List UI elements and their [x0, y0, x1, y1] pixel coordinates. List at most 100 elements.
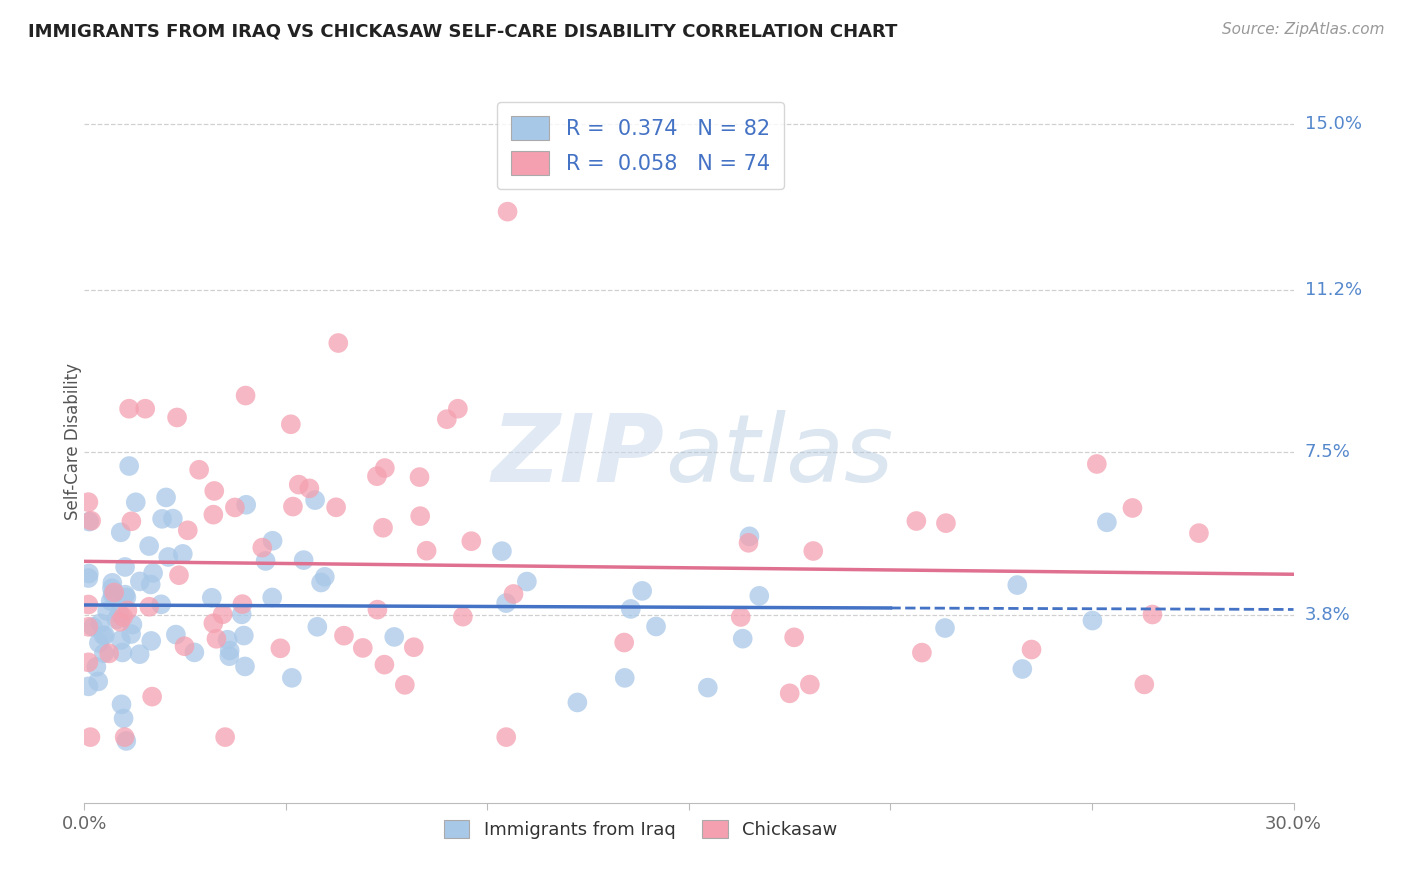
Point — [162, 511, 184, 525]
Point — [934, 621, 956, 635]
Text: atlas: atlas — [665, 410, 893, 501]
Point — [150, 597, 173, 611]
Point — [120, 627, 142, 641]
Point — [118, 401, 141, 416]
Point — [114, 588, 136, 602]
Point — [935, 516, 957, 530]
Point — [141, 690, 163, 704]
Point — [77, 679, 100, 693]
Point — [436, 412, 458, 426]
Point — [1011, 662, 1033, 676]
Point — [304, 493, 326, 508]
Point — [117, 603, 139, 617]
Point — [101, 575, 124, 590]
Point — [1085, 457, 1108, 471]
Point — [516, 574, 538, 589]
Point — [94, 628, 117, 642]
Point — [738, 529, 761, 543]
Point — [1095, 516, 1118, 530]
Text: Source: ZipAtlas.com: Source: ZipAtlas.com — [1222, 22, 1385, 37]
Point — [314, 570, 336, 584]
Text: 15.0%: 15.0% — [1305, 115, 1361, 133]
Point — [167, 568, 190, 582]
Point — [77, 566, 100, 581]
Point — [460, 534, 482, 549]
Point — [211, 607, 233, 622]
Point — [77, 620, 100, 634]
Point — [202, 483, 225, 498]
Point — [82, 620, 104, 634]
Point — [731, 632, 754, 646]
Point — [280, 417, 302, 432]
Point — [142, 566, 165, 580]
Point — [287, 477, 309, 491]
Point — [101, 588, 124, 602]
Point — [496, 204, 519, 219]
Point — [134, 401, 156, 416]
Point — [183, 645, 205, 659]
Legend: Immigrants from Iraq, Chickasaw: Immigrants from Iraq, Chickasaw — [434, 811, 846, 848]
Point — [110, 698, 132, 712]
Point — [177, 524, 200, 538]
Point — [631, 583, 654, 598]
Text: 11.2%: 11.2% — [1305, 282, 1362, 300]
Point — [91, 628, 114, 642]
Point — [115, 734, 138, 748]
Point — [451, 609, 474, 624]
Point — [382, 630, 405, 644]
Text: 3.8%: 3.8% — [1305, 606, 1350, 624]
Point — [1121, 500, 1143, 515]
Point — [218, 643, 240, 657]
Point — [96, 604, 118, 618]
Point — [262, 591, 284, 605]
Point — [235, 388, 257, 402]
Point — [110, 525, 132, 540]
Point — [125, 495, 148, 509]
Point — [139, 577, 162, 591]
Point — [87, 674, 110, 689]
Point — [108, 607, 131, 621]
Point — [373, 657, 395, 672]
Point — [141, 634, 163, 648]
Point — [155, 491, 177, 505]
Point — [254, 554, 277, 568]
Point — [645, 619, 668, 633]
Point — [138, 539, 160, 553]
Point — [328, 336, 350, 351]
Point — [502, 587, 524, 601]
Point — [218, 649, 240, 664]
Point — [232, 629, 254, 643]
Point — [447, 401, 470, 416]
Y-axis label: Self-Care Disability: Self-Care Disability — [65, 363, 82, 520]
Point — [567, 696, 589, 710]
Point — [402, 640, 425, 655]
Point — [115, 591, 138, 605]
Point — [366, 602, 388, 616]
Point — [201, 591, 224, 605]
Point — [613, 635, 636, 649]
Point — [89, 616, 111, 631]
Point — [696, 681, 718, 695]
Point — [114, 730, 136, 744]
Point — [730, 610, 752, 624]
Point — [172, 547, 194, 561]
Point — [77, 495, 100, 509]
Point — [100, 594, 122, 608]
Point — [737, 536, 759, 550]
Point — [408, 470, 430, 484]
Point — [252, 541, 274, 555]
Point — [231, 597, 253, 611]
Point — [1133, 677, 1156, 691]
Point — [262, 533, 284, 548]
Point — [120, 514, 142, 528]
Point — [112, 610, 135, 624]
Point — [128, 574, 150, 589]
Point — [620, 602, 643, 616]
Point — [1188, 526, 1211, 541]
Point — [495, 596, 517, 610]
Point — [165, 627, 187, 641]
Point — [214, 730, 236, 744]
Point — [298, 482, 321, 496]
Point — [371, 521, 394, 535]
Point — [105, 612, 128, 626]
